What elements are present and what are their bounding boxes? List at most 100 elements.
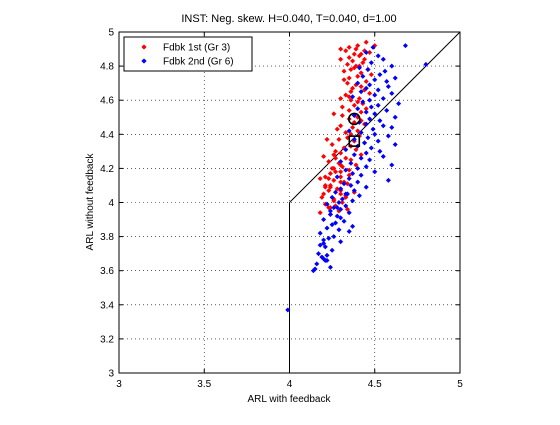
data-point — [338, 206, 344, 212]
data-point — [350, 198, 356, 204]
data-point — [338, 95, 344, 102]
data-point — [384, 78, 390, 85]
y-tick-label: 3.6 — [100, 266, 114, 277]
data-point — [392, 114, 398, 120]
data-point — [423, 61, 429, 67]
data-point — [380, 56, 386, 62]
data-point — [389, 90, 395, 96]
data-point — [353, 147, 359, 153]
data-point — [385, 83, 391, 90]
data-point — [338, 56, 344, 62]
data-point — [321, 237, 327, 243]
data-point — [380, 123, 386, 129]
data-point — [338, 186, 344, 192]
data-point — [343, 203, 349, 209]
data-point — [338, 158, 344, 165]
data-point — [317, 230, 323, 236]
data-point — [343, 155, 349, 161]
data-point — [338, 162, 344, 168]
data-point — [321, 240, 327, 247]
data-point — [358, 89, 364, 95]
data-point — [346, 210, 352, 216]
data-point — [385, 177, 391, 183]
data-point — [377, 148, 383, 154]
data-point — [343, 194, 349, 200]
y-tick-label: 3.8 — [100, 232, 114, 243]
data-point — [334, 126, 340, 132]
data-point — [367, 116, 373, 122]
data-point — [355, 43, 361, 49]
data-point — [351, 102, 357, 108]
data-point — [380, 153, 386, 160]
data-point — [377, 72, 383, 78]
data-point — [324, 252, 330, 258]
data-point — [350, 223, 356, 229]
data-point — [370, 126, 376, 132]
data-point — [375, 138, 381, 144]
data-point — [331, 165, 337, 171]
data-point — [331, 234, 337, 240]
data-point — [365, 135, 371, 141]
data-point — [338, 215, 344, 221]
data-point — [317, 242, 323, 248]
data-point — [341, 68, 347, 74]
data-point — [344, 80, 351, 86]
y-axis-label: ARL without feedback — [85, 153, 96, 251]
data-point — [351, 152, 357, 158]
series-2 — [285, 43, 429, 313]
data-point — [375, 87, 381, 93]
data-point — [346, 75, 352, 81]
data-point — [346, 128, 352, 134]
y-tick-label: 4.2 — [100, 164, 114, 175]
data-point — [355, 99, 361, 105]
data-point — [324, 225, 330, 231]
data-point — [338, 169, 344, 175]
data-point — [331, 177, 337, 183]
mean-square-marker — [348, 135, 361, 147]
x-axis-label: ARL with feedback — [247, 394, 331, 405]
data-point — [355, 106, 361, 112]
data-point — [358, 130, 364, 136]
data-point — [319, 194, 325, 200]
data-point — [329, 141, 335, 148]
data-point — [334, 186, 340, 192]
data-point — [372, 92, 378, 98]
data-point — [339, 196, 345, 202]
data-point — [346, 228, 352, 235]
data-point — [343, 130, 349, 136]
data-point — [326, 187, 332, 194]
data-point — [363, 39, 369, 45]
data-point — [372, 111, 378, 117]
y-tick-label: 4.8 — [100, 62, 114, 73]
data-point — [334, 213, 340, 219]
y-tick-label: 4.6 — [100, 96, 114, 107]
data-point — [331, 205, 337, 211]
data-point — [324, 136, 330, 142]
data-point — [336, 199, 342, 206]
legend-label: Fdbk 2nd (Gr 6) — [163, 57, 234, 68]
data-point — [355, 165, 361, 171]
data-point — [346, 167, 352, 173]
legend-swatch — [141, 44, 147, 50]
data-point — [350, 124, 356, 131]
data-point — [338, 179, 344, 185]
data-point — [346, 94, 352, 100]
data-point — [332, 169, 339, 175]
data-point — [329, 247, 335, 253]
data-point — [356, 193, 362, 199]
y-tick-label: 3.2 — [100, 334, 114, 345]
data-point — [339, 199, 345, 206]
data-point — [326, 235, 332, 241]
data-point — [355, 73, 361, 79]
data-point — [351, 187, 357, 194]
data-point — [372, 131, 378, 137]
data-point — [344, 181, 351, 187]
y-tick-label: 3 — [108, 369, 114, 380]
data-point — [338, 239, 344, 245]
data-point — [321, 153, 327, 160]
x-tick-label: 4.5 — [368, 379, 382, 390]
data-point — [355, 80, 361, 86]
data-point — [363, 150, 369, 156]
data-point — [336, 136, 342, 142]
